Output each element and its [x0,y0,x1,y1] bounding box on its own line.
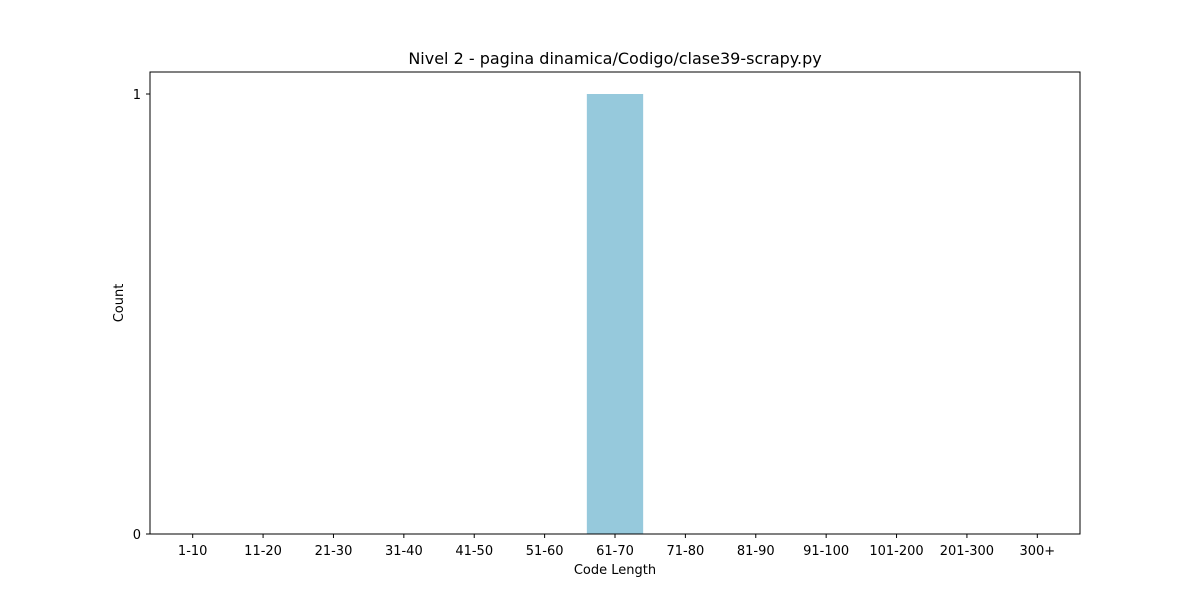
x-tick-label: 300+ [1019,544,1055,559]
x-tick-label: 1-10 [178,544,208,559]
x-axis-ticks: 1-10 11-20 21-30 31-40 41-50 51-60 61-70 71-80 8… [178,534,1055,559]
x-tick-label: 91-100 [803,544,849,559]
x-tick-label: 31-40 [385,544,423,559]
y-axis-ticks: 01 [133,88,150,543]
x-tick-label: 21-30 [315,544,353,559]
y-tick-label: 0 [133,528,141,543]
bars-group [586,94,644,534]
x-tick-label: 11-20 [244,544,282,559]
x-axis-label: Code Length [574,563,656,578]
x-tick-label: 71-80 [666,544,704,559]
x-tick-label: 101-200 [869,544,923,559]
x-tick-label: 51-60 [526,544,564,559]
x-tick-label: 41-50 [455,544,493,559]
x-tick-label: 61-70 [596,544,634,559]
y-tick-label: 1 [133,88,141,103]
y-axis-label: Count [112,284,127,323]
bar-61-70 [586,94,644,534]
x-tick-label: 81-90 [737,544,775,559]
x-tick-label: 201-300 [940,544,994,559]
chart-title: Nivel 2 - pagina dinamica/Codigo/clase39… [408,49,821,68]
